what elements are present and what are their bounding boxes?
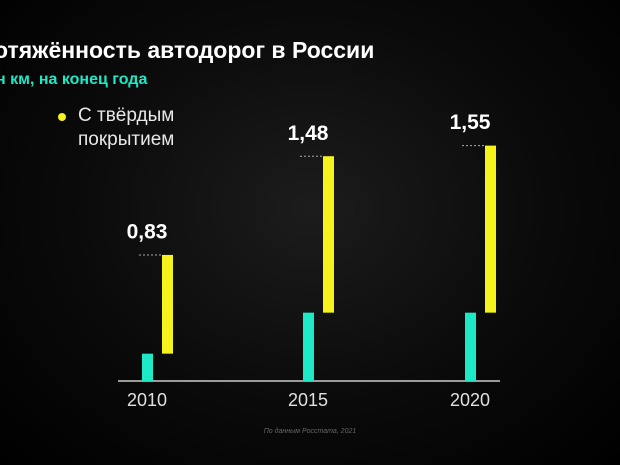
- bar: [162, 254, 173, 354]
- bar: [142, 353, 153, 381]
- chart-subtitle: н км, на конец года: [0, 71, 147, 88]
- bar: [303, 312, 314, 381]
- legend-label: С твёрдым покрытием: [78, 105, 175, 150]
- value-label: 1,55: [450, 111, 491, 134]
- chart-title: отяжённость автодорог в России: [0, 37, 374, 63]
- x-tick-label: 2010: [127, 390, 167, 410]
- value-label: 0,83: [127, 220, 168, 243]
- value-label: 1,48: [288, 122, 329, 145]
- x-tick-label: 2020: [450, 390, 490, 410]
- legend-swatch: [58, 113, 66, 121]
- source: По данным Росстата, 2021: [264, 427, 357, 435]
- bar: [485, 145, 496, 313]
- bar: [465, 312, 476, 381]
- x-tick-label: 2015: [288, 390, 328, 410]
- bar: [323, 156, 334, 313]
